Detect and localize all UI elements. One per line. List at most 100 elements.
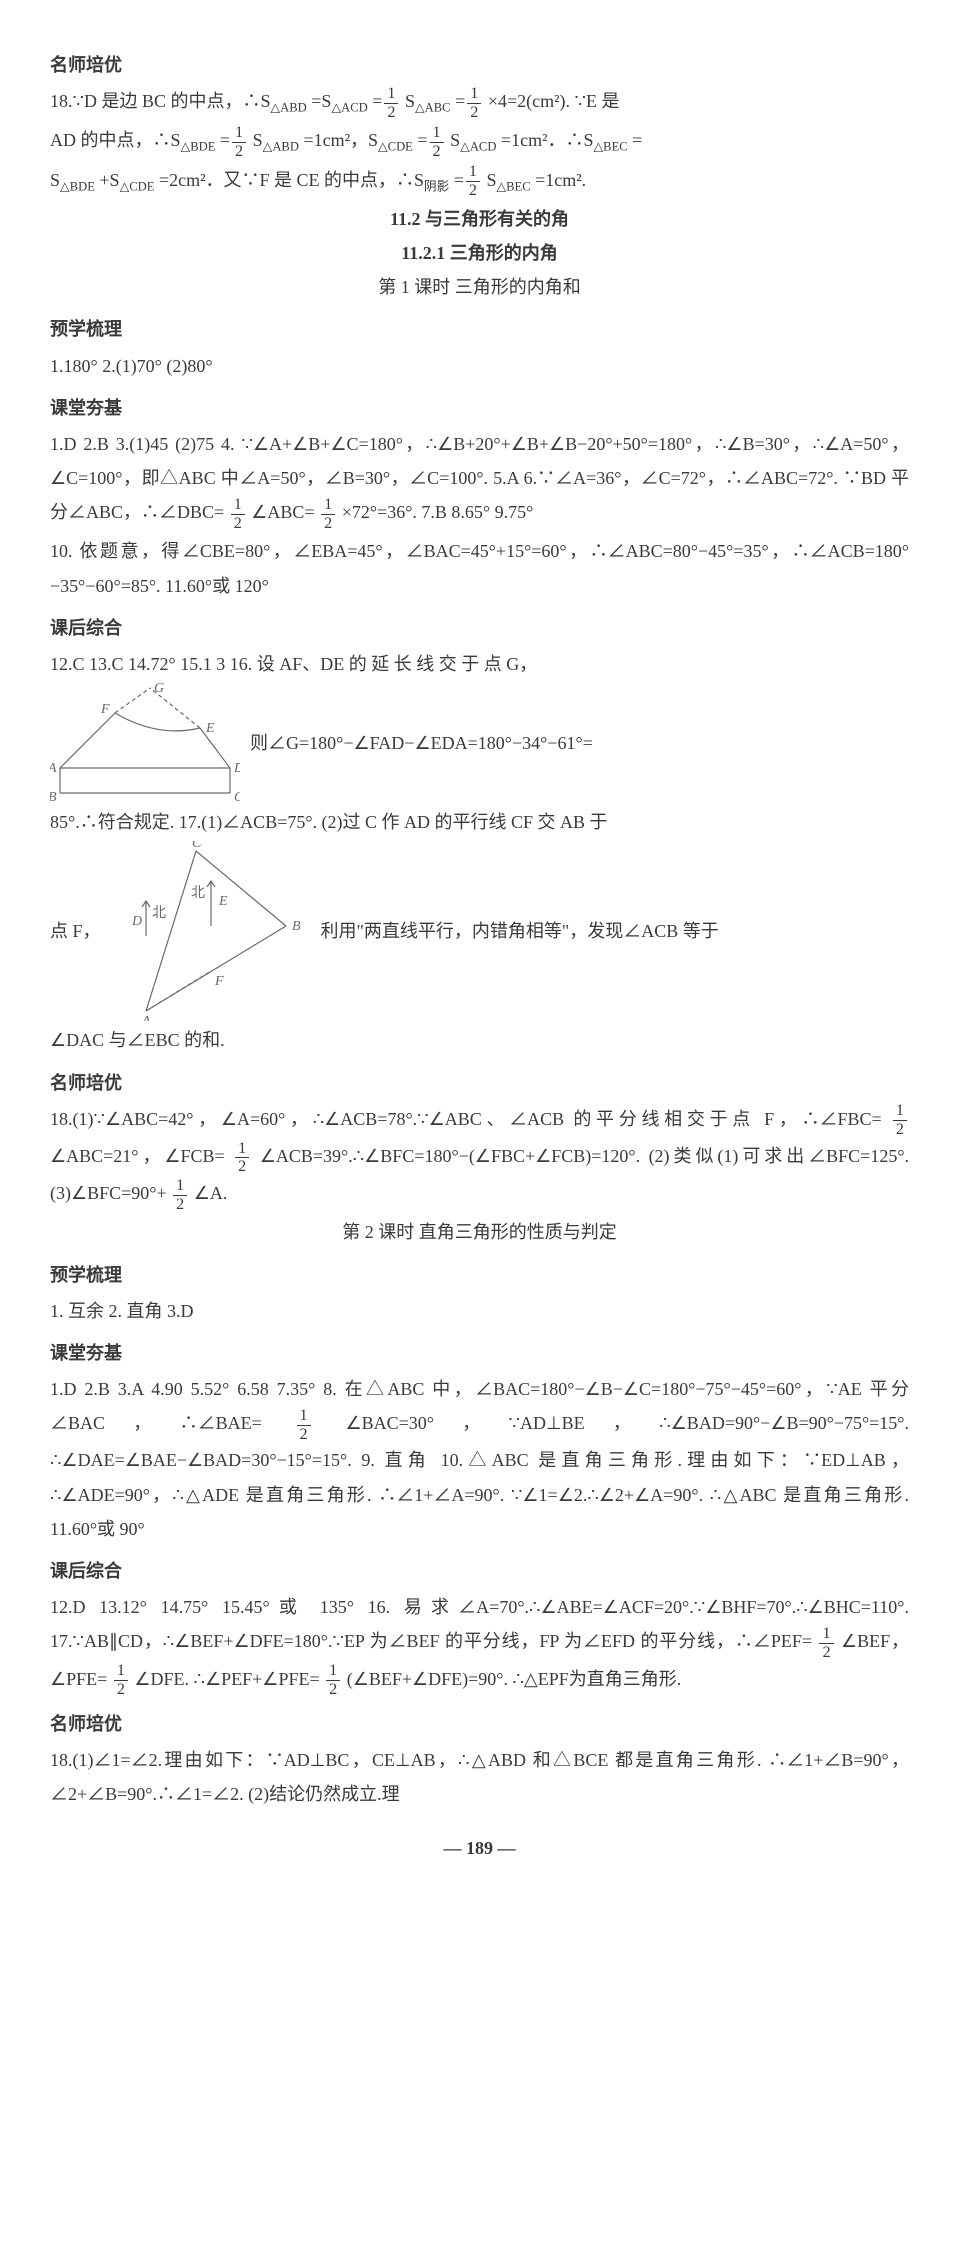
txt: = [220,130,230,150]
sub: 阴影 [424,179,449,193]
figure-polygon-fge: A B C D E F G [50,683,240,803]
header-yuxue-2: 预学梳理 [50,1258,909,1292]
sub: △ACD [460,140,496,154]
txt: ∠ABC=21°，∠FCB= [50,1146,225,1166]
txt: ×4=2(cm²). ∵E 是 [488,91,620,111]
sub: △BEC [496,179,530,193]
header-kehou-2: 课后综合 [50,1554,909,1588]
frac-half: 12 [235,1140,249,1177]
svg-text:F: F [100,702,110,717]
yuxue2-answers: 1. 互余 2. 直角 3.D [50,1294,909,1328]
title-11-2-1: 11.2.1 三角形的内角 [50,236,909,270]
txt: ∠DFE. ∴∠PEF+∠PFE= [134,1669,319,1689]
frac-half: 12 [384,85,398,122]
txt: =2cm²．又∵F 是 CE 的中点，∴S [159,170,424,190]
svg-text:D: D [233,761,240,776]
yuxue1-answers: 1.180° 2.(1)70° (2)80° [50,349,909,383]
frac-half: 12 [321,496,335,533]
txt: S [405,91,415,111]
frac-half: 12 [430,124,444,161]
header-yuxue-1: 预学梳理 [50,312,909,346]
sub: △ACD [331,101,367,115]
svg-text:C: C [192,841,202,851]
txt: = [632,130,642,150]
solution-18b: AD 的中点，∴S△BDE =12 S△ABD =1cm²，S△CDE =12 … [50,123,909,160]
kh1-line2: 则∠G=180°−∠FAD−∠EDA=180°−34°−61°= [250,726,593,760]
frac-half: 12 [173,1177,187,1214]
frac-half: 12 [819,1625,833,1662]
txt: =1cm². [535,170,586,190]
frac-half: 12 [114,1662,128,1699]
txt: 18.∵D 是边 BC 的中点，∴S [50,91,270,111]
ms2-line: 18.(1)∵∠ABC=42°，∠A=60°，∴∠ACB=78°.∵∠ABC、∠… [50,1102,909,1214]
svg-text:D: D [131,914,142,929]
txt: = [372,91,382,111]
kt1-line2: 10. 依题意，得∠CBE=80°，∠EBA=45°，∠BAC=45°+15°=… [50,534,909,602]
kh2-line: 12.D 13.12° 14.75° 15.45°或 135° 16. 易求∠A… [50,1590,909,1699]
svg-text:E: E [218,894,228,909]
sub: △ABD [270,101,306,115]
frac-half: 12 [297,1407,311,1444]
txt: ∠ABC= [251,502,314,522]
sub: △ABD [263,140,299,154]
txt: S [450,130,460,150]
txt: S [50,170,60,190]
svg-text:E: E [205,721,215,736]
svg-text:G: G [154,683,164,696]
header-ketang-2: 课堂夯基 [50,1336,909,1370]
sub: △BEC [593,140,627,154]
header-mingshi-2: 名师培优 [50,1066,909,1100]
txt: ×72°=36°. 7.B 8.65° 9.75° [342,502,534,522]
kh1-line4a: 点 F， [50,914,101,948]
frac-half: 12 [231,496,245,533]
svg-text:A: A [50,761,57,776]
sub: △CDE [120,179,155,193]
kh1-line5: ∠DAC 与∠EBC 的和. [50,1023,909,1057]
header-mingshi-3: 名师培优 [50,1707,909,1741]
frac-half: 12 [326,1662,340,1699]
svg-text:F: F [214,974,224,989]
kt1-line: 1.D 2.B 3.(1)45 (2)75 4. ∵∠A+∠B+∠C=180°，… [50,427,909,533]
txt: =1cm²，S [303,130,378,150]
solution-18c: S△BDE +S△CDE =2cm²．又∵F 是 CE 的中点，∴S阴影 =12… [50,163,909,200]
txt: ∠A. [194,1183,228,1203]
frac-half: 12 [467,85,481,122]
solution-18a: 18.∵D 是边 BC 的中点，∴S△ABD =S△ACD =12 S△ABC … [50,84,909,121]
txt: AD 的中点，∴S [50,130,181,150]
txt: S [253,130,263,150]
svg-text:C: C [234,790,240,803]
figure-triangle-directions: ABCEDF北北 [111,841,311,1021]
page-number: — 189 — [50,1831,909,1865]
kh1-line4b: 利用"两直线平行，内错角相等"，发现∠ACB 等于 [321,914,719,948]
sub: △BDE [181,140,216,154]
figure-1-row: A B C D E F G 则∠G=180°−∠FAD−∠EDA=180°−34°−61°= [50,683,909,803]
svg-text:B: B [292,919,301,934]
svg-text:A: A [141,1014,151,1021]
sub: △CDE [378,140,413,154]
sub: △BDE [60,179,95,193]
txt: S [486,170,496,190]
txt: 12.D 13.12° 14.75° 15.45°或 135° 16. 易求∠A… [50,1597,909,1651]
txt: = [454,170,464,190]
txt: =S [311,91,331,111]
frac-half: 12 [232,124,246,161]
frac-half: 12 [893,1102,907,1139]
header-kehou-1: 课后综合 [50,611,909,645]
svg-text:B: B [50,790,57,803]
kh1-line1: 12.C 13.C 14.72° 15.1 3 16. 设 AF、DE 的 延 … [50,647,909,681]
header-mingshi-1: 名师培优 [50,48,909,82]
kt2-line: 1.D 2.B 3.A 4.90 5.52° 6.58 7.35° 8. 在△A… [50,1372,909,1546]
lesson-2-title: 第 2 课时 直角三角形的性质与判定 [50,1215,909,1249]
txt: (∠BEF+∠DFE)=90°. ∴△EPF为直角三角形. [347,1669,682,1689]
lesson-1-title: 第 1 课时 三角形的内角和 [50,270,909,304]
txt: = [417,130,427,150]
kh1-line3: 85°.∴符合规定. 17.(1)∠ACB=75°. (2)过 C 作 AD 的… [50,805,909,839]
title-11-2: 11.2 与三角形有关的角 [50,202,909,236]
svg-text:北: 北 [191,885,205,901]
txt: = [455,91,465,111]
figure-2-row: 点 F， ABCEDF北北 利用"两直线平行，内错角相等"，发现∠ACB 等于 [50,841,909,1021]
header-ketang-1: 课堂夯基 [50,391,909,425]
txt: 18.(1)∵∠ABC=42°，∠A=60°，∴∠ACB=78°.∵∠ABC、∠… [50,1109,882,1129]
svg-text:北: 北 [152,905,166,921]
frac-half: 12 [466,163,480,200]
